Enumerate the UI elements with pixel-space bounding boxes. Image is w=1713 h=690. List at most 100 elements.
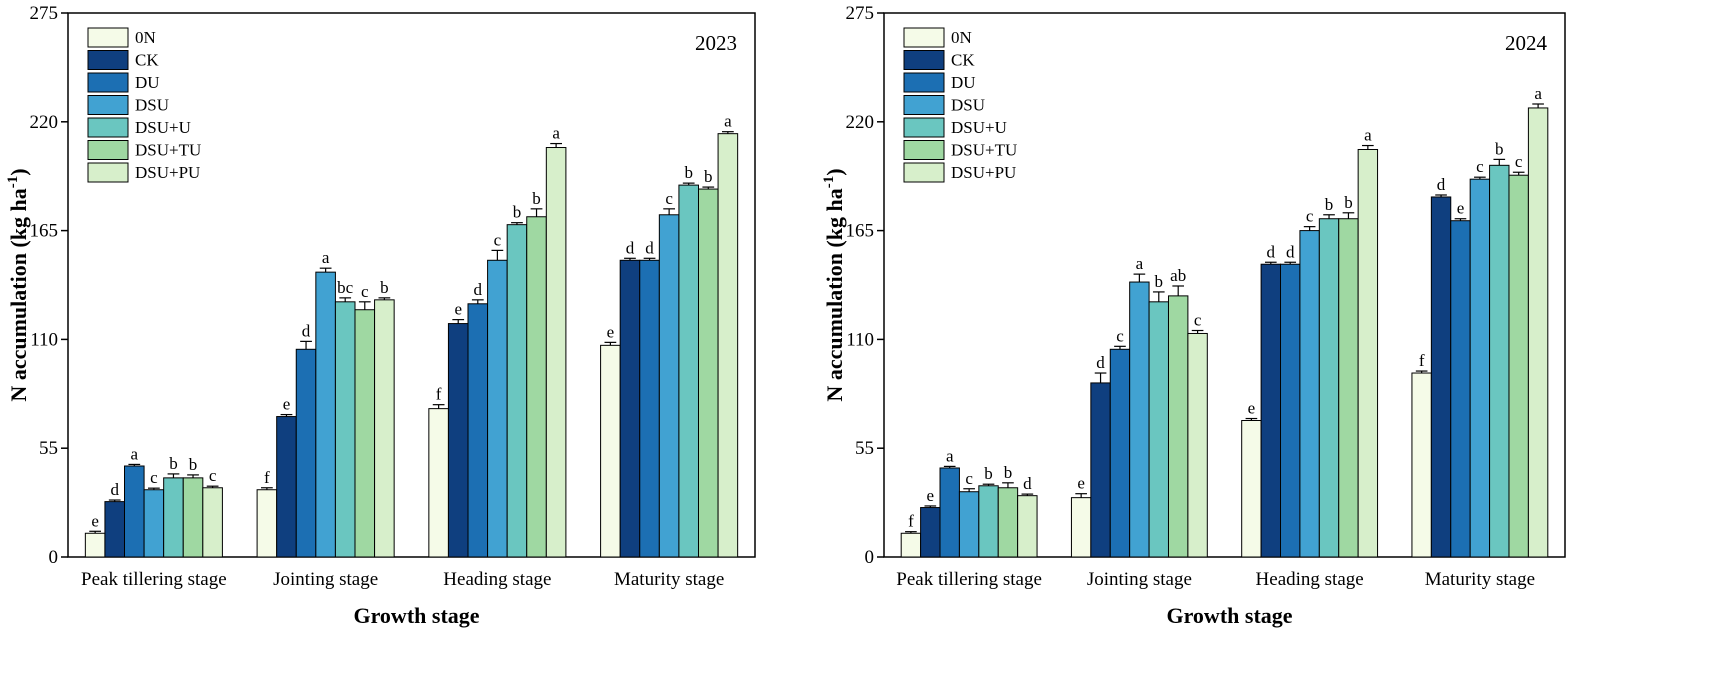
- significance-label: b: [380, 278, 389, 297]
- bar-CK: [619, 259, 641, 558]
- bar-0N: [1411, 372, 1432, 558]
- y-tick-label: 55: [855, 438, 874, 459]
- significance-label: d: [1267, 242, 1276, 261]
- legend-label: CK: [135, 51, 159, 70]
- significance-label: c: [150, 468, 158, 487]
- bar-DSU+U: [678, 184, 699, 558]
- x-tick-label: Jointing stage: [273, 569, 378, 590]
- bar-DU: [1450, 220, 1471, 558]
- y-axis-title-main: N accumulation (kg ha: [6, 188, 31, 401]
- plot-frame: [883, 12, 1566, 558]
- legend-label: DSU+PU: [135, 163, 200, 182]
- significance-label: f: [908, 512, 914, 531]
- legend-swatch-DU: [903, 72, 945, 93]
- bar-DSU: [143, 489, 165, 558]
- y-tick-label: 55: [39, 438, 58, 459]
- bar-DSU+PU: [1527, 107, 1549, 558]
- legend-label: DSU+U: [951, 118, 1007, 137]
- significance-label: c: [494, 230, 502, 249]
- significance-label: b: [704, 167, 713, 186]
- bar-DSU+TU: [526, 216, 547, 558]
- bar-DSU+PU: [1017, 495, 1038, 558]
- significance-label: f: [264, 468, 270, 487]
- legend-swatch-DSU+TU: [87, 140, 129, 160]
- significance-label: d: [626, 238, 635, 257]
- bar-DSU+PU: [545, 147, 567, 558]
- significance-label: d: [302, 321, 311, 340]
- bar-CK: [276, 416, 297, 558]
- bar-0N: [1070, 497, 1092, 558]
- y-axis-title: N accumulation (kg ha-1): [821, 168, 847, 401]
- significance-label: d: [110, 480, 119, 499]
- x-axis-title: Growth stage: [353, 603, 479, 628]
- bar-DSU+U: [978, 485, 999, 558]
- y-tick-label: 110: [846, 329, 874, 350]
- significance-label: bc: [337, 278, 354, 297]
- y-axis-title-close: ): [822, 168, 847, 175]
- legend-label: DSU: [951, 96, 985, 115]
- legend-label: DSU+TU: [135, 141, 201, 160]
- bar-DSU+TU: [1167, 295, 1189, 558]
- significance-label: e: [927, 486, 935, 505]
- x-axis-title: Growth stage: [1166, 603, 1292, 628]
- x-tick-label: Jointing stage: [1087, 569, 1192, 590]
- significance-label: e: [91, 511, 99, 530]
- y-tick-label: 0: [865, 547, 875, 568]
- y-tick-label: 220: [30, 112, 59, 133]
- bar-0N: [900, 532, 922, 558]
- x-tick-label: Peak tillering stage: [896, 569, 1042, 590]
- bar-0N: [256, 489, 278, 558]
- significance-label: b: [1325, 195, 1334, 214]
- bar-CK: [1260, 263, 1282, 558]
- significance-label: e: [454, 300, 462, 319]
- bar-DSU+PU: [717, 133, 739, 558]
- bar-DSU: [1129, 281, 1150, 558]
- bar-DU: [467, 303, 489, 558]
- legend-swatch-DSU+PU: [903, 162, 945, 183]
- significance-label: d: [1023, 474, 1032, 493]
- legend-label: DU: [951, 73, 976, 92]
- legend-label: DSU+TU: [951, 141, 1017, 160]
- legend-swatch-CK: [903, 50, 945, 70]
- significance-label: c: [1476, 157, 1484, 176]
- bar-CK: [920, 507, 941, 558]
- bar-CK: [1090, 382, 1111, 558]
- legend-swatch-DSU: [87, 95, 129, 115]
- significance-label: d: [1286, 242, 1295, 261]
- bar-DU: [295, 348, 317, 558]
- bar-DU: [1280, 263, 1301, 558]
- bar-DSU+U: [1318, 218, 1340, 558]
- legend-label: 0N: [135, 28, 156, 47]
- y-tick-label: 165: [30, 221, 59, 242]
- significance-label: a: [1534, 84, 1542, 103]
- bar-DSU+TU: [697, 188, 719, 558]
- significance-label: e: [607, 322, 615, 341]
- bar-DSU: [958, 491, 980, 558]
- bar-CK: [104, 501, 126, 558]
- significance-label: d: [474, 280, 483, 299]
- bar-DSU+PU: [202, 487, 223, 558]
- legend-swatch-DSU+U: [903, 117, 945, 138]
- bar-DSU+U: [163, 477, 184, 558]
- significance-label: b: [1344, 193, 1353, 212]
- bar-CK: [447, 323, 469, 558]
- y-tick-label: 0: [49, 547, 59, 568]
- x-tick-label: Maturity stage: [614, 569, 724, 590]
- bar-DSU: [1469, 178, 1491, 558]
- significance-label: d: [1096, 353, 1105, 372]
- bar-DSU+U: [1148, 301, 1169, 558]
- bar-DSU: [487, 259, 508, 558]
- legend-label: DU: [135, 73, 160, 92]
- y-axis-title-close: ): [6, 168, 31, 175]
- legend-swatch-DSU+U: [87, 117, 129, 138]
- bar-DSU: [315, 271, 336, 558]
- legend-swatch-DU: [87, 72, 129, 93]
- significance-label: e: [1457, 199, 1465, 218]
- bar-DSU+U: [1489, 164, 1510, 558]
- bar-0N: [600, 344, 621, 558]
- legend-swatch-DSU+PU: [87, 162, 129, 183]
- significance-label: a: [1136, 254, 1144, 273]
- significance-label: b: [189, 455, 198, 474]
- y-axis-title: N accumulation (kg ha-1): [5, 168, 31, 401]
- year-label: 2024: [1505, 31, 1548, 55]
